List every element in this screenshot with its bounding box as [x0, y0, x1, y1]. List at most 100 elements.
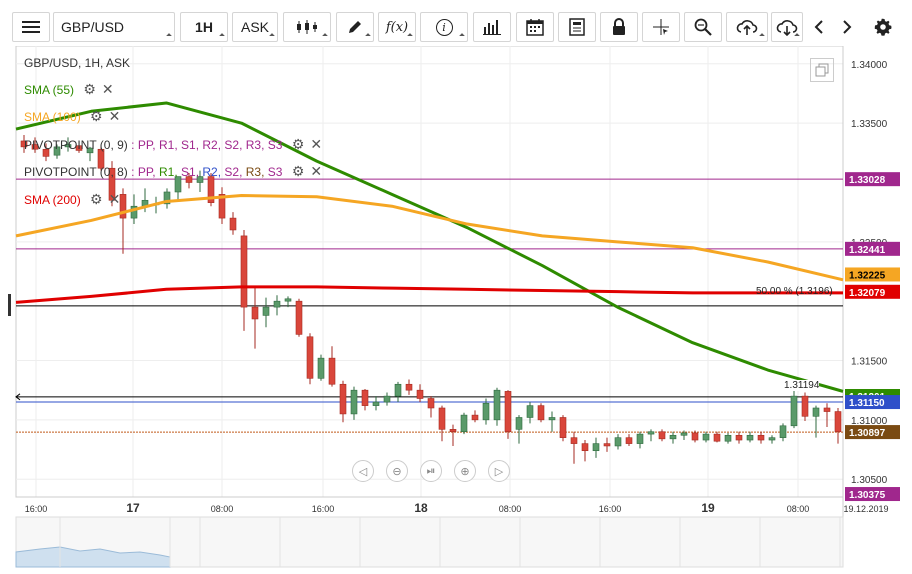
candle-body	[801, 395, 809, 417]
hamburger-menu-icon	[22, 21, 40, 33]
candle-body	[20, 140, 28, 148]
zoom-out-icon: ⊖	[392, 465, 402, 478]
legend-pivot1: PIVOTPOINT (0, 9) : PP, R1, S1, R2, S2, …	[24, 136, 322, 153]
dropdown-corner-icon	[459, 33, 465, 39]
candle-body	[119, 194, 127, 219]
pivot2-close-icon[interactable]: ✕	[310, 163, 323, 179]
sma-line	[15, 285, 843, 304]
sma200-settings-gear-icon[interactable]: ⚙	[90, 191, 103, 207]
legend-sma100: SMA (100) ⚙ ✕	[24, 108, 120, 125]
pivot1-close-icon[interactable]: ✕	[310, 136, 323, 152]
candle-body	[405, 383, 413, 391]
candle-body	[438, 407, 446, 430]
reset-view-button[interactable]: ⏯	[420, 460, 442, 482]
candle-body	[691, 432, 699, 441]
gear-icon	[874, 18, 892, 36]
candle-body	[163, 191, 171, 205]
candle-body	[735, 434, 743, 441]
candle-body	[526, 405, 534, 418]
price-type-selector[interactable]: ASK	[232, 12, 278, 42]
candle-body	[218, 194, 226, 219]
sma200-close-icon[interactable]: ✕	[108, 191, 121, 207]
candle-body	[823, 407, 831, 412]
timeframe-selector[interactable]: 1H	[180, 12, 228, 42]
pivot2-s1: S1,	[181, 165, 200, 179]
candle-body	[592, 443, 600, 452]
candle-body	[251, 306, 259, 320]
candle-body	[53, 146, 61, 156]
scroll-right-button[interactable]	[834, 12, 860, 42]
candle-body	[262, 306, 270, 316]
sma100-close-icon[interactable]: ✕	[108, 108, 121, 124]
time-axis-label: 19.12.2019	[843, 504, 888, 514]
candle-body	[75, 145, 83, 151]
price-chart[interactable]: 1.340001.335001.325001.315001.310001.305…	[0, 45, 912, 569]
price-badge	[845, 395, 900, 410]
news-button[interactable]	[558, 12, 596, 42]
pivot1-name: PIVOTPOINT (0, 9)	[24, 138, 128, 152]
candle-body	[603, 443, 611, 447]
calendar-button[interactable]	[516, 12, 554, 42]
timeframe-label: 1H	[195, 19, 213, 35]
candle-body	[471, 414, 479, 421]
fib-level-label: 50.00 % (1.3196)	[756, 286, 833, 297]
calendar-icon	[526, 19, 544, 36]
pivot2-name: PIVOTPOINT (0, 8)	[24, 165, 128, 179]
menu-button[interactable]	[12, 12, 50, 42]
scroll-left-button[interactable]	[806, 12, 832, 42]
triangle-left-icon: ◁	[358, 465, 368, 478]
zoom-out-button[interactable]: ⊖	[386, 460, 408, 482]
chart-area[interactable]: 1.340001.335001.325001.315001.310001.305…	[0, 45, 912, 569]
candle-body	[229, 217, 237, 231]
indicators-button[interactable]: f(x)	[378, 12, 416, 42]
candle-body	[680, 432, 688, 436]
candle-body	[647, 431, 655, 435]
upload-button[interactable]	[726, 12, 768, 42]
candle-body	[757, 434, 765, 441]
left-drag-handle	[8, 294, 11, 316]
pivot1-settings-gear-icon[interactable]: ⚙	[291, 136, 305, 152]
candle-body	[460, 414, 468, 433]
zoom-button[interactable]	[684, 12, 722, 42]
dropdown-corner-icon	[407, 33, 413, 39]
symbol-selector[interactable]: GBP/USD	[53, 12, 175, 42]
time-axis-label: 18	[414, 501, 428, 515]
price-badge-label: 1.33028	[849, 175, 886, 186]
price-badge	[845, 425, 900, 440]
candle-body	[108, 167, 116, 201]
candle-body	[207, 176, 215, 203]
sma200-label: SMA (200)	[24, 193, 81, 207]
candle-body	[614, 437, 622, 447]
maximize-button[interactable]	[810, 58, 834, 82]
candle-body	[284, 298, 292, 302]
candle-body	[779, 425, 787, 438]
download-button[interactable]	[771, 12, 803, 42]
crosshair-button[interactable]	[642, 12, 680, 42]
volume-button[interactable]	[473, 12, 511, 42]
pivot1-s2: S2,	[224, 138, 243, 152]
zoom-in-button[interactable]: ⊕	[454, 460, 476, 482]
candle-body	[493, 389, 501, 421]
pivot2-settings-gear-icon[interactable]: ⚙	[291, 163, 305, 179]
price-badge-label: 1.30375	[849, 490, 886, 501]
price-badge	[845, 241, 900, 256]
draw-tool-button[interactable]	[336, 12, 374, 42]
lock-button[interactable]	[600, 12, 638, 42]
settings-button[interactable]	[866, 12, 900, 42]
sma55-label: SMA (55)	[24, 83, 75, 97]
sma100-settings-gear-icon[interactable]: ⚙	[90, 108, 103, 124]
info-button[interactable]: i	[420, 12, 468, 42]
candle-body	[130, 205, 138, 219]
chart-toolbar: GBP/USD 1H ASK f(x) i	[0, 0, 912, 46]
price-tick-label: 1.31500	[851, 357, 888, 368]
pivot1-sep: :	[131, 138, 135, 152]
sma55-settings-gear-icon[interactable]: ⚙	[83, 81, 96, 97]
sma55-close-icon[interactable]: ✕	[101, 81, 114, 97]
time-axis-label: 19	[701, 501, 715, 515]
chart-type-button[interactable]	[283, 12, 331, 42]
pan-left-button[interactable]: ◁	[352, 460, 374, 482]
pan-right-button[interactable]: ▷	[488, 460, 510, 482]
candle-body	[185, 176, 193, 183]
dropdown-corner-icon	[365, 33, 371, 39]
price-badge-label: 1.32441	[849, 245, 886, 256]
